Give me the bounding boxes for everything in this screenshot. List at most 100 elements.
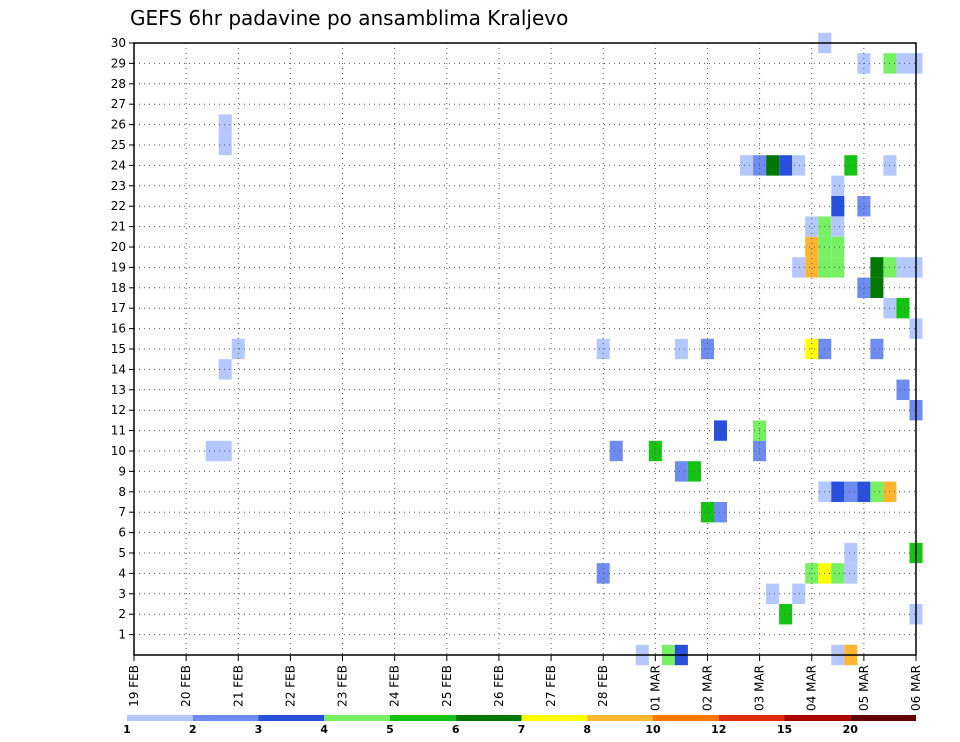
- y-tick-label: 9: [118, 464, 126, 478]
- heatmap-cell: [805, 236, 819, 258]
- colorbar-label: 7: [518, 723, 526, 736]
- x-tick-label: 01 MAR: [648, 665, 662, 711]
- y-tick-label: 3: [118, 587, 126, 601]
- colorbar-label: 8: [583, 723, 591, 736]
- heatmap-cell: [844, 542, 858, 564]
- y-tick-label: 14: [111, 362, 126, 376]
- y-tick-label: 2: [118, 607, 126, 621]
- colorbar-swatch: [718, 715, 785, 721]
- colorbar-label: 4: [320, 723, 328, 736]
- heatmap-cell: [870, 277, 884, 298]
- colorbar-swatch: [850, 715, 916, 721]
- heatmap-cell: [870, 481, 884, 502]
- heatmap-cell: [857, 481, 871, 502]
- x-tick-label: 02 MAR: [700, 665, 714, 711]
- colorbar-label: 5: [386, 723, 394, 736]
- heatmap-cell: [896, 379, 910, 400]
- y-tick-label: 23: [111, 179, 126, 193]
- y-tick-label: 16: [111, 322, 126, 336]
- heatmap-cell: [218, 359, 232, 380]
- heatmap-cell: [766, 583, 780, 604]
- y-tick-label: 29: [111, 56, 126, 70]
- x-tick-label: 19 FEB: [127, 665, 141, 707]
- y-tick-label: 15: [111, 342, 126, 356]
- heatmap-cell: [805, 216, 819, 237]
- y-tick-label: 30: [111, 36, 126, 50]
- colorbar-label: 15: [777, 723, 792, 736]
- heatmap-cell: [844, 155, 858, 176]
- heatmap-cell: [700, 502, 714, 523]
- x-tick-label: 27 FEB: [544, 665, 558, 707]
- heatmap-cell: [870, 338, 884, 360]
- y-tick-label: 6: [118, 526, 126, 540]
- x-tick-label: 28 FEB: [596, 665, 610, 707]
- heatmap-cell: [648, 440, 662, 462]
- x-tick-label: 24 FEB: [388, 665, 402, 707]
- heatmap-cell: [713, 420, 728, 441]
- heatmap-cell: [831, 196, 845, 217]
- y-tick-label: 8: [118, 485, 126, 499]
- y-tick-label: 25: [111, 138, 126, 152]
- heatmap-cell: [857, 277, 871, 298]
- y-tick-label: 7: [118, 505, 126, 519]
- x-tick-label: 04 MAR: [805, 665, 819, 711]
- x-tick-label: 05 MAR: [857, 665, 871, 711]
- heatmap-cell: [674, 338, 688, 360]
- colorbar: 1 2 3 4 5 6 7 8 10 12 15 20: [123, 715, 916, 736]
- heatmap-cell: [896, 298, 910, 319]
- heatmap-cell: [674, 461, 688, 482]
- colorbar-swatch: [455, 715, 522, 721]
- y-tick-label: 21: [111, 220, 126, 234]
- y-tick-label: 17: [111, 301, 126, 315]
- heatmap-cell: [792, 155, 806, 176]
- y-tick-label: 26: [111, 118, 126, 132]
- y-tick-label: 19: [111, 260, 126, 274]
- colorbar-swatch: [521, 715, 588, 721]
- colorbar-label: 3: [255, 723, 263, 736]
- y-tick-label: 12: [111, 403, 126, 417]
- heatmap-cell: [844, 563, 858, 584]
- y-tick-label: 13: [111, 383, 126, 397]
- colorbar-swatch: [653, 715, 719, 721]
- heatmap-cell: [831, 257, 845, 278]
- x-tick-label: 21 FEB: [231, 665, 245, 707]
- y-tick-label: 5: [118, 546, 126, 560]
- y-axis: 1234567891011121314151617181920212223242…: [111, 36, 134, 642]
- x-tick-label: 23 FEB: [336, 665, 350, 707]
- colorbar-swatch: [127, 715, 193, 721]
- heatmap-cell: [609, 440, 623, 462]
- heatmap-cell: [205, 440, 232, 462]
- heatmap-cell: [857, 196, 871, 217]
- heatmap-cell: [740, 155, 754, 176]
- x-tick-label: 25 FEB: [440, 665, 454, 707]
- heatmap-cell: [218, 114, 232, 135]
- chart-title: GEFS 6hr padavine po ansamblima Kraljevo: [130, 6, 569, 30]
- colorbar-label: 20: [843, 723, 859, 736]
- heatmap-cell: [870, 257, 884, 278]
- colorbar-swatch: [258, 715, 325, 721]
- y-tick-label: 4: [118, 566, 126, 580]
- y-tick-label: 27: [111, 97, 126, 111]
- heatmap-cell: [805, 257, 819, 278]
- heatmap-cell: [831, 236, 845, 258]
- colorbar-swatch: [390, 715, 456, 721]
- x-tick-label: 20 FEB: [179, 665, 193, 707]
- heatmap-cell: [779, 155, 793, 176]
- colorbar-swatch: [192, 715, 259, 721]
- heatmap-cell: [896, 257, 910, 278]
- heatmap-cell: [792, 257, 806, 278]
- x-tick-label: 26 FEB: [492, 665, 506, 707]
- heatmap-cell: [896, 53, 910, 74]
- colorbar-label: 6: [452, 723, 460, 736]
- heatmap-cell: [831, 216, 845, 237]
- x-tick-label: 03 MAR: [753, 665, 767, 711]
- colorbar-swatch: [324, 715, 390, 721]
- grid-lines: [134, 43, 916, 655]
- y-tick-label: 10: [111, 444, 126, 458]
- colorbar-swatch: [784, 715, 851, 721]
- heatmap-cell: [779, 604, 793, 625]
- colorbar-label: 10: [645, 723, 661, 736]
- heatmap-cell: [831, 563, 845, 584]
- y-tick-label: 18: [111, 281, 126, 295]
